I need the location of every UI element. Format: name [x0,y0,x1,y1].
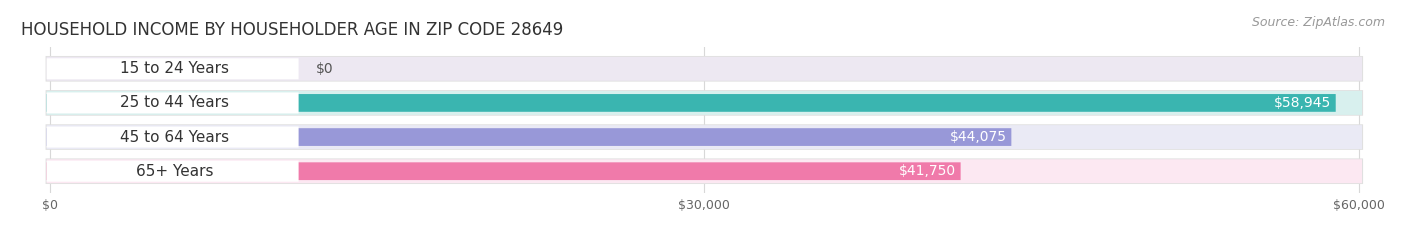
FancyBboxPatch shape [46,94,1336,112]
Text: $0: $0 [316,62,333,76]
FancyBboxPatch shape [45,158,1362,184]
Text: 25 to 44 Years: 25 to 44 Years [120,96,229,110]
FancyBboxPatch shape [46,161,298,182]
Text: 45 to 64 Years: 45 to 64 Years [120,130,229,144]
FancyBboxPatch shape [45,90,1362,116]
Text: $44,075: $44,075 [950,130,1007,144]
Text: $41,750: $41,750 [900,164,956,178]
FancyBboxPatch shape [46,159,1362,183]
FancyBboxPatch shape [46,91,1362,115]
FancyBboxPatch shape [45,124,1362,150]
Text: Source: ZipAtlas.com: Source: ZipAtlas.com [1251,16,1385,29]
Text: HOUSEHOLD INCOME BY HOUSEHOLDER AGE IN ZIP CODE 28649: HOUSEHOLD INCOME BY HOUSEHOLDER AGE IN Z… [21,21,564,39]
FancyBboxPatch shape [45,56,1362,82]
Text: $58,945: $58,945 [1274,96,1331,110]
FancyBboxPatch shape [46,58,298,79]
FancyBboxPatch shape [46,57,1362,81]
Text: 15 to 24 Years: 15 to 24 Years [120,61,229,76]
FancyBboxPatch shape [46,93,298,113]
FancyBboxPatch shape [46,127,298,147]
FancyBboxPatch shape [46,162,960,180]
FancyBboxPatch shape [46,125,1362,149]
Text: 65+ Years: 65+ Years [135,164,214,179]
FancyBboxPatch shape [46,128,1011,146]
